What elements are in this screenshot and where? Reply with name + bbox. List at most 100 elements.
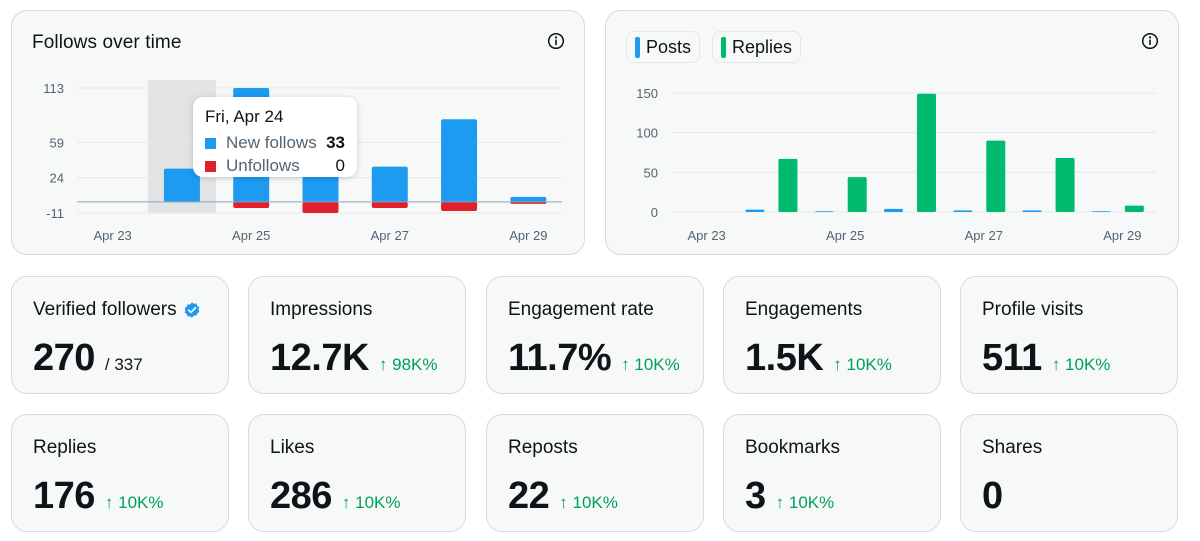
y-tick-label: 100 xyxy=(636,126,658,141)
replies-bar[interactable] xyxy=(1055,158,1075,212)
legend-posts[interactable]: Posts xyxy=(626,31,701,63)
stat-value-row: 0 xyxy=(982,475,1003,518)
posts-bar[interactable] xyxy=(953,210,973,212)
stat-label-text: Replies xyxy=(33,437,97,458)
stat-value: 270 xyxy=(33,337,95,379)
stat-label-text: Engagements xyxy=(745,299,863,320)
posts-bar[interactable] xyxy=(884,208,903,212)
x-tick-label: Apr 27 xyxy=(965,228,1003,243)
x-tick-label: Apr 23 xyxy=(93,228,131,243)
stat-value-row: 11.7% ↑ 10K% xyxy=(508,337,680,380)
new-follows-bar[interactable] xyxy=(441,119,478,202)
replies-bar[interactable] xyxy=(917,93,936,212)
stat-value-row: 286 ↑ 10K% xyxy=(270,475,401,518)
stat-label-text: Shares xyxy=(982,437,1043,458)
stat-subvalue: / 337 xyxy=(104,355,143,374)
stat-delta: ↑ 10K% xyxy=(559,493,618,512)
stat-delta: ↑ 10K% xyxy=(341,493,401,512)
stat-label: Engagements xyxy=(745,299,862,321)
y-tick-label: 50 xyxy=(644,165,658,180)
stat-card[interactable]: Engagement rate 11.7% ↑ 10K% xyxy=(486,276,704,394)
stat-value-row: 176 ↑ 10K% xyxy=(33,475,164,518)
unfollows-bar[interactable] xyxy=(441,201,478,211)
stat-delta: ↑ 98K% xyxy=(378,355,438,374)
posts-bar[interactable] xyxy=(745,209,765,212)
stat-value: 12.7K xyxy=(270,337,369,379)
posts-chart-plot: 150 100 50 0 Apr 23 Apr 25 Apr 27 Apr 29 xyxy=(636,86,1156,243)
x-tick-label: Apr 29 xyxy=(509,228,547,243)
stat-card[interactable]: Impressions 12.7K ↑ 98K% xyxy=(248,276,466,394)
stat-card[interactable]: Profile visits 511 ↑ 10K% xyxy=(960,276,1178,394)
unfollows-bar[interactable] xyxy=(233,201,270,208)
y-tick-label: 0 xyxy=(651,205,658,220)
posts-replies-card: Posts Replies 150 100 50 0 Apr 23 Apr 25 Apr 2… xyxy=(605,10,1179,255)
chart-title: Follows over time xyxy=(32,32,182,53)
stat-value-row: 1.5K ↑ 10K% xyxy=(745,337,892,380)
replies-bar[interactable] xyxy=(1124,205,1144,212)
red-square-icon xyxy=(205,160,216,172)
stat-value-row: 270 / 337 xyxy=(33,337,143,380)
stat-delta: ↑ 10K% xyxy=(104,493,164,512)
chart-tooltip: Fri, Apr 24 New follows 33 Unfollows 0 xyxy=(193,97,357,177)
new-follows-bar[interactable] xyxy=(371,166,408,202)
x-tick-label: Apr 27 xyxy=(371,228,409,243)
stat-label: Impressions xyxy=(270,299,372,321)
stat-label-text: Engagement rate xyxy=(508,299,654,320)
stat-value: 11.7% xyxy=(508,337,612,379)
stat-label: Verified followers xyxy=(33,299,201,321)
y-tick-label: -11 xyxy=(46,206,64,221)
stat-value-row: 12.7K ↑ 98K% xyxy=(270,337,438,380)
stat-value: 176 xyxy=(33,475,95,517)
y-tick-label: 59 xyxy=(50,135,64,150)
new-follows-bar[interactable] xyxy=(302,173,339,202)
stat-value: 286 xyxy=(270,475,332,517)
replies-bar[interactable] xyxy=(847,177,867,212)
unfollows-bar[interactable] xyxy=(302,201,339,213)
posts-bar[interactable] xyxy=(814,211,834,212)
legend-replies[interactable]: Replies xyxy=(712,31,802,63)
posts-bar[interactable] xyxy=(1022,210,1042,212)
unfollows-bar[interactable] xyxy=(510,201,547,204)
stat-label-text: Profile visits xyxy=(982,299,1084,320)
replies-bar[interactable] xyxy=(778,158,798,212)
stat-card[interactable]: Likes 286 ↑ 10K% xyxy=(248,414,466,532)
follows-over-time-card: Follows over time 113 59 24 -11 Apr 23 Apr 25… xyxy=(11,10,585,255)
stat-label: Shares xyxy=(982,437,1042,459)
stat-card[interactable]: Replies 176 ↑ 10K% xyxy=(11,414,229,532)
stat-value: 1.5K xyxy=(745,337,824,379)
new-follows-bar[interactable] xyxy=(163,168,200,202)
x-tick-label: Apr 23 xyxy=(687,228,725,243)
legend-replies-label: Replies xyxy=(732,36,793,57)
stat-label: Profile visits xyxy=(982,299,1083,321)
stat-delta: ↑ 10K% xyxy=(1051,355,1111,374)
stat-label-text: Verified followers xyxy=(33,299,177,320)
tooltip-new-label: New follows xyxy=(226,133,317,152)
stat-card[interactable]: Shares 0 xyxy=(960,414,1178,532)
replies-bar[interactable] xyxy=(986,140,1006,212)
verified-badge-icon xyxy=(184,302,199,318)
info-icon[interactable] xyxy=(1141,32,1159,50)
stat-label: Bookmarks xyxy=(745,437,840,459)
x-tick-label: Apr 25 xyxy=(826,228,864,243)
x-tick-label: Apr 29 xyxy=(1103,228,1141,243)
stat-value-row: 3 ↑ 10K% xyxy=(745,475,834,518)
stat-card[interactable]: Verified followers 270 / 337 xyxy=(11,276,229,394)
stat-value: 22 xyxy=(508,475,550,517)
info-icon[interactable] xyxy=(547,32,565,50)
replies-swatch-icon xyxy=(721,36,726,58)
tooltip-unf-label: Unfollows xyxy=(226,156,300,175)
stat-card[interactable]: Engagements 1.5K ↑ 10K% xyxy=(723,276,941,394)
stat-value: 511 xyxy=(982,337,1042,379)
stat-card[interactable]: Bookmarks 3 ↑ 10K% xyxy=(723,414,941,532)
stat-label-text: Reposts xyxy=(508,437,578,458)
stat-delta: ↑ 10K% xyxy=(621,355,680,374)
posts-bar[interactable] xyxy=(1091,211,1111,212)
stat-value-row: 22 ↑ 10K% xyxy=(508,475,618,518)
new-follows-bar[interactable] xyxy=(510,196,547,202)
x-tick-label: Apr 25 xyxy=(232,228,270,243)
stat-card[interactable]: Reposts 22 ↑ 10K% xyxy=(486,414,704,532)
stat-delta: ↑ 10K% xyxy=(833,355,892,374)
unfollows-bar[interactable] xyxy=(371,201,408,208)
legend-posts-label: Posts xyxy=(646,36,692,57)
tooltip-unf-value: 0 xyxy=(335,156,345,175)
